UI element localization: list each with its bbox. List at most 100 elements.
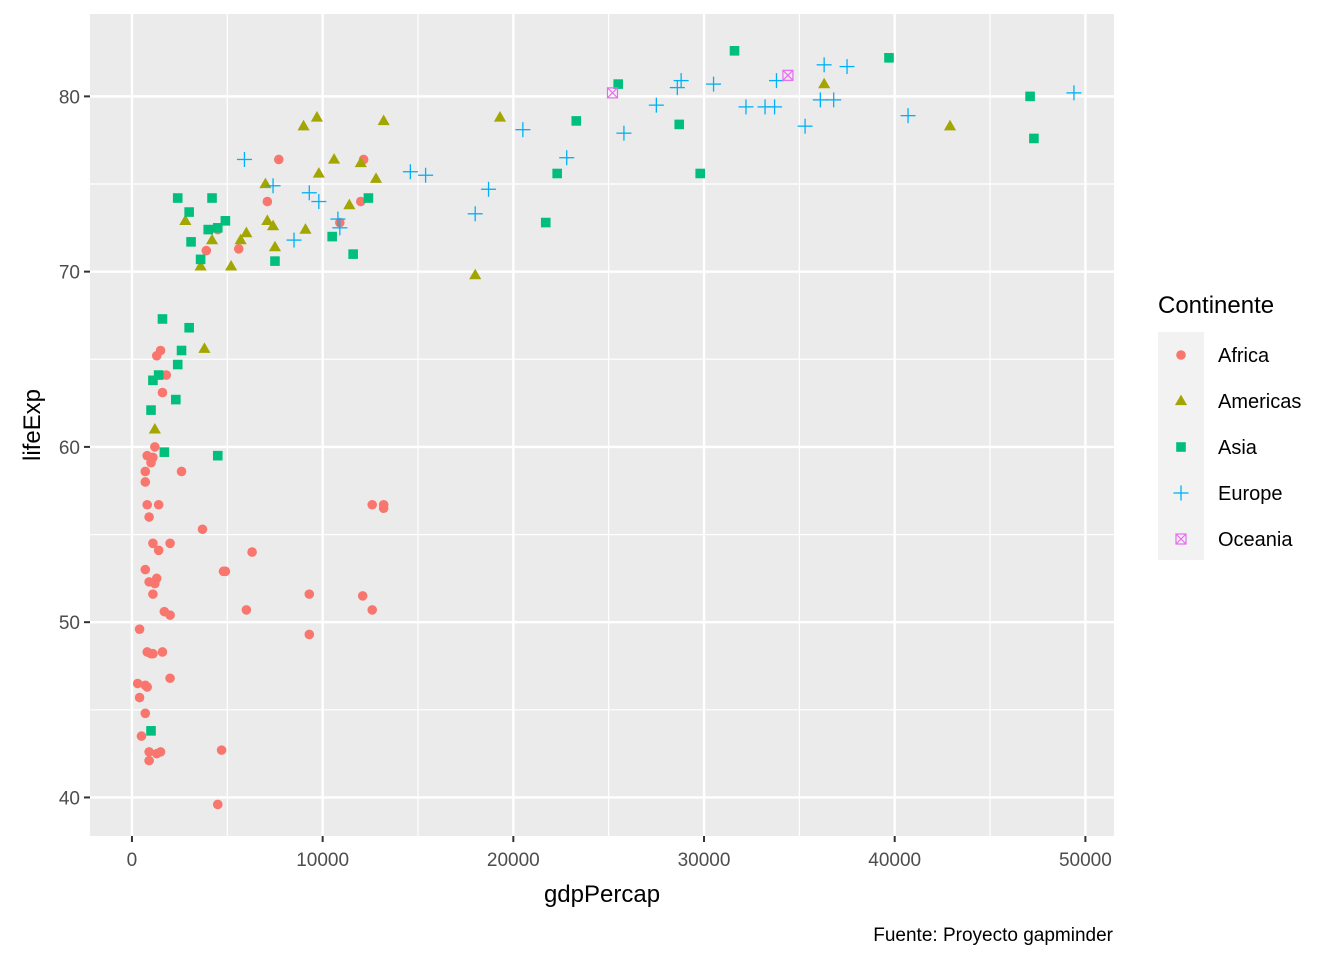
data-point-africa [262, 196, 273, 207]
data-point-africa [155, 345, 166, 356]
data-point-africa [148, 538, 158, 549]
data-point-africa [216, 745, 227, 755]
data-point-americas [328, 153, 341, 164]
data-point-africa [367, 499, 378, 510]
data-point-africa [150, 578, 160, 589]
data-point-oceania [606, 87, 619, 99]
x-tick-label: 20000 [487, 850, 540, 871]
data-point-europe [812, 92, 828, 108]
x-tick-label: 40000 [868, 850, 921, 871]
data-point-europe [648, 97, 664, 113]
data-points [132, 46, 1082, 810]
data-point-asia [884, 53, 894, 63]
x-tick-label: 30000 [678, 850, 731, 871]
data-point-asia [148, 375, 158, 386]
data-point-europe [616, 125, 632, 141]
data-point-africa [146, 457, 156, 468]
data-point-europe [559, 150, 575, 166]
data-point-americas [469, 268, 482, 280]
y-tick-label: 70 [59, 263, 80, 284]
data-point-africa [355, 196, 366, 207]
data-point-americas [268, 240, 282, 252]
data-point-asia [212, 450, 223, 461]
data-point-asia [207, 193, 217, 203]
data-point-europe [311, 194, 327, 210]
data-point-africa [233, 244, 244, 254]
data-point-africa [157, 647, 168, 657]
y-tick-label: 50 [59, 613, 80, 634]
data-point-americas [312, 167, 325, 178]
legend-key-oceania [1175, 533, 1187, 545]
data-point-asia [1025, 91, 1035, 102]
data-point-europe [402, 164, 418, 180]
data-point-asia [171, 394, 181, 405]
data-point-asia [552, 168, 562, 179]
data-point-asia [176, 345, 187, 356]
data-point-africa [148, 589, 158, 599]
legend-key-europe [1173, 485, 1189, 501]
data-point-americas [354, 156, 367, 168]
data-point-africa [165, 610, 175, 620]
data-point-americas [493, 111, 507, 122]
data-point-asia [1029, 133, 1039, 144]
data-point-europe [738, 99, 754, 115]
major-gridlines [90, 14, 1114, 836]
data-point-asia [157, 314, 168, 324]
data-point-africa [136, 731, 147, 741]
data-point-africa [140, 477, 151, 487]
data-point-asia [186, 237, 196, 247]
data-point-asia [159, 447, 170, 457]
legend-items: Africa Americas Asia Europe Oceania [1173, 345, 1301, 551]
data-point-africa [140, 708, 151, 719]
y-axis-title: lifeExp [19, 389, 46, 461]
data-point-europe [418, 167, 434, 183]
legend-label-europe: Europe [1218, 483, 1283, 505]
data-point-africa [144, 747, 154, 757]
data-point-africa [150, 442, 160, 452]
data-point-europe [265, 178, 281, 194]
data-point-africa [273, 154, 284, 165]
data-point-africa [378, 499, 389, 510]
legend-key-americas [1174, 394, 1188, 406]
data-point-asia [729, 46, 740, 56]
data-point-africa [201, 245, 212, 256]
data-point-africa [155, 747, 166, 757]
data-point-africa [218, 566, 229, 577]
data-point-asia [220, 216, 231, 226]
data-point-asia [540, 217, 551, 228]
data-point-europe [301, 185, 317, 201]
y-tick-label: 60 [59, 438, 80, 459]
legend-label-africa: Africa [1218, 345, 1270, 367]
legend-label-americas: Americas [1218, 391, 1301, 413]
data-point-americas [266, 219, 280, 231]
legend-title: Continente [1158, 292, 1274, 319]
data-point-africa [304, 589, 315, 599]
data-point-africa [140, 466, 151, 477]
data-point-europe [481, 181, 497, 197]
minor-gridlines [90, 14, 1114, 836]
data-point-americas [198, 342, 211, 353]
data-point-africa [134, 692, 145, 703]
data-point-oceania [782, 69, 794, 81]
data-point-europe [757, 99, 773, 115]
data-point-europe [706, 76, 722, 92]
x-axis-ticks: 0 10000 20000 30000 40000 50000 [127, 836, 1112, 871]
data-point-europe [900, 108, 916, 124]
data-point-africa [197, 524, 208, 535]
data-point-africa [304, 629, 315, 640]
data-point-africa [241, 605, 252, 615]
data-point-africa [146, 648, 156, 659]
data-point-europe [826, 92, 842, 108]
data-point-asia [184, 207, 194, 217]
data-point-europe [816, 57, 832, 73]
data-point-africa [176, 466, 187, 477]
y-tick-label: 40 [59, 788, 80, 809]
data-point-asia [348, 249, 358, 259]
data-point-europe [286, 232, 302, 248]
data-point-europe [839, 59, 855, 75]
data-point-europe [332, 220, 348, 236]
data-point-asia [212, 223, 223, 233]
panel-background [90, 14, 1114, 836]
legend-key-asia [1176, 442, 1186, 452]
x-tick-label: 10000 [296, 850, 349, 871]
